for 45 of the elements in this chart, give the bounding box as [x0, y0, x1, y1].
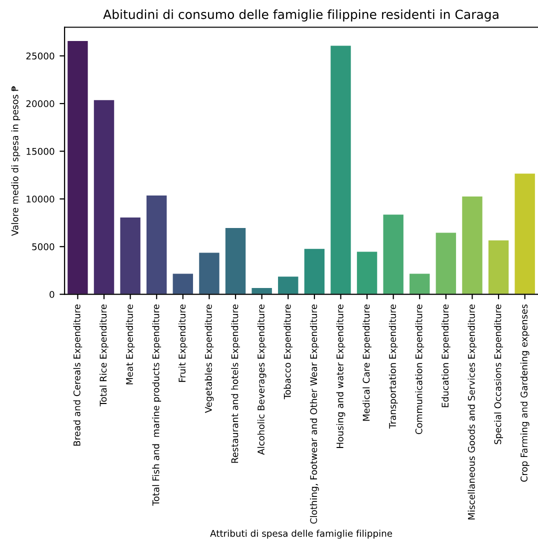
x-tick-label: Total Rice Expenditure	[100, 304, 108, 406]
y-tick-label: 25000	[26, 52, 54, 60]
y-axis-title: Valore medio di spesa in pesos ₱	[11, 86, 20, 236]
bar	[93, 99, 115, 294]
y-tick-label: 20000	[26, 100, 54, 108]
bar	[461, 196, 484, 294]
y-tick-label: 10000	[26, 196, 54, 203]
x-tick-label: Clothing, Footwear and Other Wear Expenditure	[310, 304, 319, 524]
y-tick-label: 0	[50, 290, 54, 298]
x-axis-title: Attributi di spesa delle famiglie filippine	[210, 530, 392, 539]
bar	[435, 232, 457, 294]
bar	[408, 272, 431, 294]
x-tick-label: Special Occasions Expenditure	[494, 304, 503, 444]
bar	[66, 40, 89, 294]
x-tick-label: Education Expenditure	[442, 304, 450, 408]
bar	[198, 252, 220, 294]
x-tick-label: Bread and Cereals Expenditure	[73, 304, 82, 446]
x-tick-label: Housing and water Expenditure	[336, 304, 346, 448]
x-tick-label: Vegetables Expenditure	[204, 304, 214, 413]
x-tick-label: Transportation Expenditure	[388, 304, 398, 429]
bar	[356, 250, 378, 294]
y-tick-label: 15000	[26, 148, 54, 155]
x-tick-label: Meat Expenditure	[126, 304, 135, 384]
chart-title: Abitudini di consumo delle famiglie filippine residenti in Caraga	[103, 9, 498, 22]
x-tick-label: Tobacco Expenditure	[284, 304, 293, 400]
bar	[514, 172, 536, 294]
bar	[119, 216, 142, 294]
bar	[382, 214, 404, 294]
bar	[303, 248, 326, 294]
x-tick-label: Communication Expenditure	[415, 304, 424, 434]
x-tick-label: Restaurant and hotels Expenditure	[231, 304, 240, 463]
bar	[146, 194, 168, 294]
bar	[488, 240, 510, 294]
bar	[172, 272, 194, 294]
bar	[277, 276, 300, 294]
bar	[250, 287, 273, 294]
x-tick-label: Alcoholic Beverages Expenditure	[257, 304, 266, 455]
bar	[224, 227, 246, 294]
x-tick-label: Total Fish and marine products Expenditure	[152, 304, 162, 506]
x-tick-label: Medical Care Expenditure	[362, 304, 372, 421]
x-tick-label: Miscellaneous Goods and Services Expenditure	[468, 304, 477, 520]
y-tick-label: 5000	[32, 243, 54, 250]
x-tick-label: Fruit Expenditure	[178, 304, 188, 382]
bar	[330, 44, 352, 294]
x-tick-label: Crop Farming and Gardening expenses	[520, 304, 530, 482]
